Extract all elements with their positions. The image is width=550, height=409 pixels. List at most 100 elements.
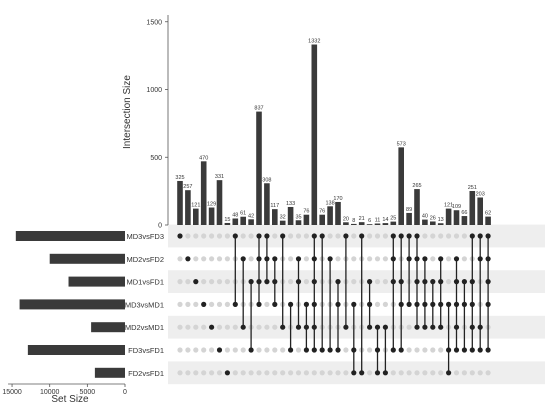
matrix-dot-inactive	[232, 324, 238, 330]
matrix-dot-inactive	[422, 347, 428, 353]
matrix-dot-inactive	[303, 370, 309, 376]
matrix-dot-inactive	[335, 256, 341, 262]
matrix-dot-inactive	[382, 279, 388, 285]
bar-value-label: 89	[406, 207, 412, 213]
matrix-dot-inactive	[177, 301, 183, 307]
intersection-bar	[382, 223, 389, 225]
bar-value-label: 15	[224, 217, 230, 223]
bar-value-label: 170	[333, 196, 342, 202]
matrix-dot-inactive	[177, 347, 183, 353]
matrix-dot-inactive	[272, 347, 278, 353]
set-size-bar	[19, 299, 125, 310]
matrix-dot-inactive	[209, 279, 215, 285]
bar-value-label: 308	[262, 177, 271, 183]
intersection-bar	[430, 221, 436, 225]
matrix-dot-inactive	[382, 256, 388, 262]
matrix-dot-inactive	[374, 233, 381, 239]
intersection-bar	[240, 216, 246, 225]
intersection-bar	[453, 210, 460, 225]
intersection-bar	[358, 222, 365, 225]
intersection-bar	[200, 161, 207, 225]
set-size-bar	[94, 367, 125, 378]
intersection-bar	[335, 201, 341, 225]
set-size-bar	[27, 345, 126, 355]
bar-value-label: 121	[444, 203, 453, 209]
matrix-dot-inactive	[446, 233, 452, 239]
matrix-dot-inactive	[430, 370, 436, 376]
intersection-bar	[256, 111, 262, 225]
bar-value-label: 203	[476, 191, 485, 197]
matrix-dot-inactive	[477, 370, 483, 376]
y-axis-label: Intersection Size	[122, 75, 133, 149]
bar-value-label: 117	[270, 203, 279, 209]
matrix-dot-inactive	[201, 370, 207, 376]
matrix-dot-inactive	[201, 256, 207, 262]
intersection-bar	[224, 222, 231, 225]
matrix-dot-inactive	[256, 324, 262, 330]
intersection-bar	[232, 218, 239, 225]
matrix-dot-inactive	[288, 279, 294, 285]
y-tick-label: 1000	[146, 87, 162, 94]
matrix-dot-inactive	[461, 256, 467, 262]
membership-matrix	[177, 233, 491, 376]
matrix-dot-inactive	[185, 279, 191, 285]
matrix-dot-inactive	[406, 324, 412, 330]
set-size-axis-label: Set Size	[51, 394, 89, 405]
matrix-dot-inactive	[335, 233, 341, 239]
bar-value-label: 1332	[308, 39, 320, 45]
intersection-bar	[469, 190, 476, 225]
matrix-dot-inactive	[177, 256, 183, 262]
matrix-dot-inactive	[185, 370, 191, 376]
intersection-bar	[445, 208, 452, 225]
matrix-dot-inactive	[311, 370, 317, 376]
bar-value-label: 48	[232, 212, 238, 218]
bar-value-label: 76	[303, 209, 309, 215]
intersection-bar	[351, 223, 357, 225]
intersection-bar	[437, 223, 444, 225]
matrix-dot-inactive	[224, 301, 230, 307]
matrix-dot-inactive	[453, 233, 460, 239]
intersection-bar	[477, 197, 483, 225]
matrix-dot-inactive	[232, 347, 238, 353]
matrix-dot-inactive	[240, 233, 246, 239]
bar-value-label: 61	[240, 211, 246, 217]
y-tick-label: 1500	[146, 19, 162, 26]
matrix-dot-inactive	[256, 370, 262, 376]
matrix-dot-inactive	[367, 233, 373, 239]
matrix-dot-inactive	[327, 233, 333, 239]
bar-value-label: 121	[191, 203, 200, 209]
bar-value-label: 42	[248, 213, 254, 219]
set-size-tick-label: 5000	[80, 389, 96, 396]
intersection-bar	[461, 216, 468, 225]
matrix-dot-inactive	[343, 370, 349, 376]
matrix-dot-inactive	[280, 347, 286, 353]
bar-value-label: 26	[430, 215, 436, 221]
matrix-dot-active	[209, 324, 215, 330]
matrix-dot-inactive	[224, 279, 230, 285]
matrix-dot-inactive	[177, 370, 183, 376]
matrix-stripe	[168, 315, 545, 339]
matrix-dot-inactive	[201, 324, 207, 330]
matrix-dot-inactive	[367, 256, 373, 262]
y-tick-label: 500	[150, 155, 162, 162]
matrix-dot-inactive	[438, 233, 444, 239]
matrix-dot-inactive	[414, 370, 420, 376]
matrix-dot-active	[201, 301, 207, 307]
matrix-dot-inactive	[406, 370, 412, 376]
matrix-dot-inactive	[485, 370, 491, 376]
matrix-dot-inactive	[193, 233, 199, 239]
bar-value-label: 251	[468, 185, 477, 191]
matrix-stripe	[168, 270, 545, 293]
bar-value-label: 257	[183, 184, 192, 190]
intersection-bar	[422, 219, 428, 225]
intersection-bar	[272, 209, 278, 225]
intersection-bar	[193, 208, 199, 225]
intersection-bar	[485, 216, 491, 225]
matrix-dot-inactive	[367, 370, 373, 376]
matrix-dot-inactive	[224, 233, 230, 239]
matrix-dot-inactive	[209, 370, 215, 376]
matrix-dot-inactive	[224, 347, 230, 353]
intersection-bar	[295, 220, 302, 225]
intersection-bar	[311, 44, 318, 225]
